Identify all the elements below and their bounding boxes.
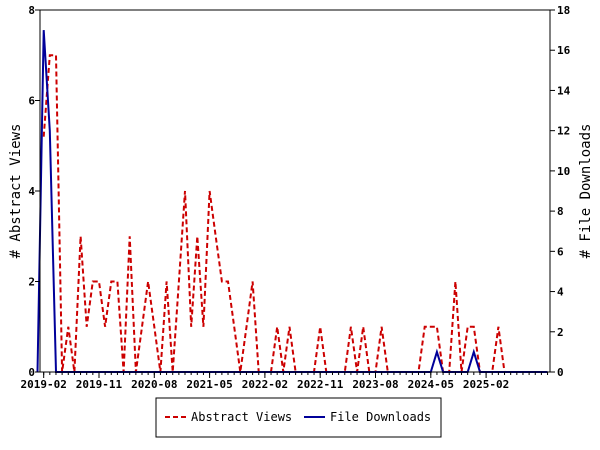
y-tick-label-right: 10 <box>557 165 570 178</box>
y-tick-label-left: 4 <box>28 185 35 198</box>
x-tick-label: 2020-08 <box>131 378 177 391</box>
y-tick-label-right: 12 <box>557 125 570 138</box>
y-tick-label-left: 2 <box>28 276 35 289</box>
plot-background <box>40 10 550 372</box>
y-tick-label-left: 8 <box>28 4 35 17</box>
y-tick-label-right: 0 <box>557 366 564 379</box>
x-tick-label: 2022-11 <box>297 378 344 391</box>
y-tick-label-right: 18 <box>557 4 570 17</box>
y-tick-label-right: 4 <box>557 286 564 299</box>
y-tick-label-left: 6 <box>28 95 35 108</box>
y-tick-label-right: 2 <box>557 326 564 339</box>
x-tick-label: 2022-02 <box>242 378 288 391</box>
y-tick-label-right: 14 <box>557 84 571 97</box>
x-tick-label: 2019-02 <box>21 378 67 391</box>
series-layer <box>36 30 548 373</box>
x-tick-label: 2021-05 <box>186 378 232 391</box>
y-tick-label-right: 16 <box>557 44 571 57</box>
x-tick-label: 2025-02 <box>463 378 509 391</box>
legend-box <box>155 397 442 438</box>
y-tick-label-left: 0 <box>28 366 35 379</box>
y-tick-label-right: 8 <box>557 205 564 218</box>
x-tick-label: 2023-08 <box>352 378 398 391</box>
legend-label-abstract-views: Abstract Views <box>191 410 292 424</box>
y-axis-title-left: # Abstract Views <box>8 124 24 259</box>
y-tick-label-right: 6 <box>557 245 564 258</box>
series-line-file-downloads <box>36 30 548 373</box>
legend: Abstract Views File Downloads <box>155 397 442 438</box>
x-tick-label: 2019-11 <box>76 378 123 391</box>
x-tick-label: 2024-05 <box>408 378 454 391</box>
axes-layer: 0 2 4 6 8 0 2 4 6 8 10 12 14 16 18 2019-02 2019-11 2020-0… <box>21 4 571 391</box>
legend-label-file-downloads: File Downloads <box>330 410 431 424</box>
y-axis-title-right: # File Downloads <box>578 124 594 259</box>
